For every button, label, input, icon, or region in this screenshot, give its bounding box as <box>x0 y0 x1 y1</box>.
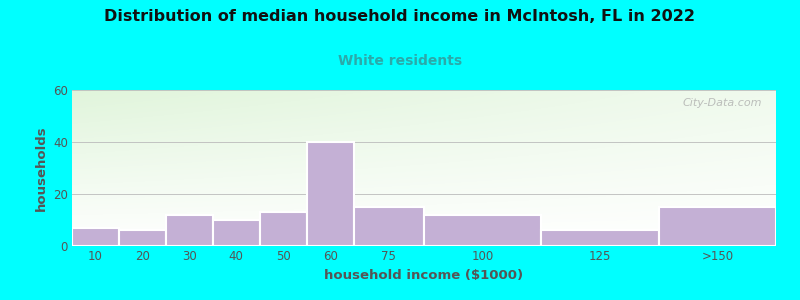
Text: City-Data.com: City-Data.com <box>682 98 762 108</box>
Text: White residents: White residents <box>338 54 462 68</box>
Y-axis label: households: households <box>34 125 47 211</box>
Bar <box>424 215 542 246</box>
Bar <box>72 228 119 246</box>
X-axis label: household income ($1000): household income ($1000) <box>325 269 523 282</box>
Bar <box>354 207 424 246</box>
Bar <box>542 230 658 246</box>
Text: Distribution of median household income in McIntosh, FL in 2022: Distribution of median household income … <box>105 9 695 24</box>
Bar <box>658 207 776 246</box>
Bar <box>260 212 306 246</box>
Bar <box>166 215 213 246</box>
Bar <box>306 142 354 246</box>
Bar <box>213 220 260 246</box>
Bar <box>119 230 166 246</box>
